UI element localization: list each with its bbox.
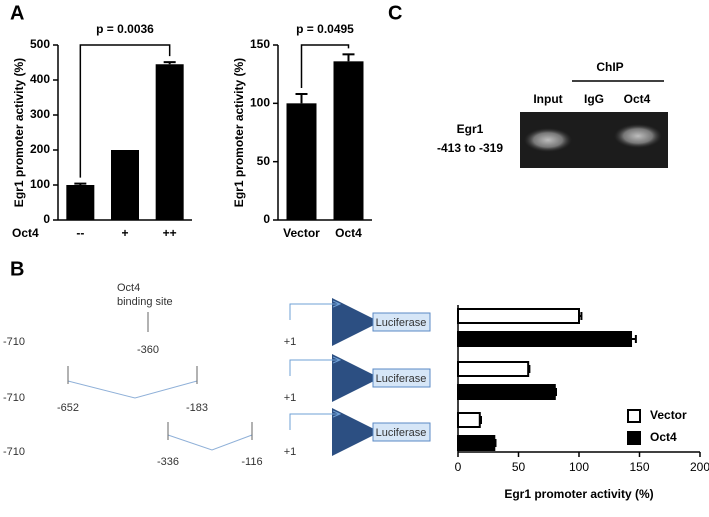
bar — [286, 103, 317, 220]
p-value: p = 0.0036 — [96, 22, 154, 36]
reporter-label: Luciferase — [376, 373, 427, 385]
x-tick-label: Vector — [283, 226, 320, 240]
significance-bracket — [79, 44, 171, 178]
bar — [457, 361, 530, 377]
legend-label: Vector — [650, 408, 687, 422]
tss-arrow — [289, 414, 340, 430]
gel-panel: ChIP Input IgG Oct4 Egr1 -413 to -319 — [437, 60, 668, 168]
gel-group: ChIP — [596, 60, 623, 74]
reporter-box — [372, 368, 431, 388]
y-axis-label: Egr1 promoter activity (%) — [12, 58, 26, 207]
y-tick-label: 300 — [30, 107, 50, 121]
deletion — [167, 434, 253, 451]
bar — [457, 308, 580, 324]
bar — [457, 331, 633, 347]
significance-bracket — [300, 44, 350, 88]
y-tick-label: 400 — [30, 72, 50, 86]
panel-label: C — [388, 2, 402, 24]
deletion — [67, 380, 198, 399]
y-tick-label: 200 — [30, 142, 50, 156]
y-tick-label: 150 — [250, 37, 270, 51]
reporter-label: Luciferase — [376, 317, 427, 329]
y-tick-label: 500 — [30, 37, 50, 51]
panel-label: A — [10, 2, 24, 24]
construct-diagram: Oct4 binding site Luciferase -710 -360 +… — [3, 282, 431, 468]
x-tick-label: 100 — [569, 460, 589, 474]
p-value: p = 0.0495 — [296, 22, 354, 36]
position-label: -360 — [137, 344, 159, 356]
gel-target: -413 to -319 — [437, 141, 503, 155]
position-label: -710 — [3, 446, 25, 458]
x-tick-label: + — [121, 226, 128, 240]
x-axis-label: Egr1 promoter activity (%) — [504, 487, 653, 501]
lane-label: Oct4 — [624, 92, 651, 106]
x-tick-label: 50 — [512, 460, 526, 474]
gel-target: Egr1 — [457, 122, 484, 136]
gel-band — [524, 128, 572, 152]
bar — [457, 435, 496, 451]
position-label: -710 — [3, 336, 25, 348]
position-label: +1 — [284, 392, 297, 404]
y-tick-label: 0 — [43, 212, 50, 226]
bar — [111, 150, 139, 220]
position-label: -116 — [241, 456, 262, 468]
x-tick-label: 0 — [455, 460, 462, 474]
lane-label: IgG — [584, 92, 604, 106]
legend-label: Oct4 — [650, 430, 677, 444]
x-tick-label: 150 — [629, 460, 649, 474]
lane-label: Input — [533, 92, 562, 106]
bar — [457, 412, 481, 428]
x-tick-label: ++ — [163, 226, 177, 240]
site-label: binding site — [117, 296, 173, 308]
position-label: +1 — [284, 446, 297, 458]
bar — [66, 185, 95, 220]
y-tick-label: 50 — [257, 154, 271, 168]
bar — [333, 61, 364, 221]
x-axis-label: Oct4 — [12, 226, 39, 240]
y-tick-label: 100 — [30, 177, 50, 191]
position-label: -652 — [57, 402, 79, 414]
reporter-box — [372, 422, 431, 442]
y-axis-label: Egr1 promoter activity (%) — [232, 58, 246, 207]
legend-swatch — [627, 409, 641, 423]
legend-swatch — [627, 431, 641, 445]
bar — [457, 384, 556, 400]
bar — [155, 64, 184, 220]
x-tick-label: -- — [76, 226, 84, 240]
y-tick-label: 100 — [250, 96, 270, 110]
x-tick-label: Oct4 — [335, 226, 362, 240]
reporter-box — [372, 312, 431, 332]
reporter-label: Luciferase — [376, 427, 427, 439]
x-tick-label: 200 — [690, 460, 709, 474]
gel-band — [614, 124, 662, 148]
position-label: -336 — [157, 456, 179, 468]
position-label: -710 — [3, 392, 25, 404]
panel-label: B — [10, 258, 24, 280]
position-label: +1 — [284, 336, 297, 348]
y-tick-label: 0 — [263, 212, 270, 226]
tss-arrow — [289, 360, 340, 376]
site-label: Oct4 — [117, 282, 140, 294]
tss-arrow — [289, 304, 340, 320]
position-label: -183 — [186, 402, 208, 414]
